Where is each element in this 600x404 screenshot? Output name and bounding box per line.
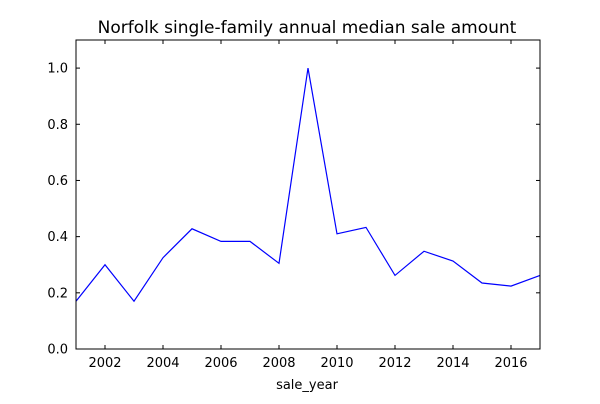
data-point (219, 239, 223, 243)
x-tick-label: 2014 (436, 356, 469, 371)
y-tick-label: 0.0 (47, 343, 68, 358)
data-point (248, 239, 252, 243)
data-point (132, 299, 136, 303)
data-point (364, 225, 368, 229)
y-tick-label: 1.0 (47, 62, 68, 77)
y-tick-label: 0.6 (47, 174, 68, 189)
x-tick-label: 2010 (320, 356, 353, 371)
plot-area (75, 66, 541, 303)
data-point (480, 281, 484, 285)
x-tick-label: 2004 (146, 356, 179, 371)
chart-title: Norfolk single-family annual median sale… (98, 18, 517, 38)
data-point (161, 256, 165, 260)
data-point (335, 232, 339, 236)
data-point (277, 261, 281, 265)
data-point (103, 263, 107, 267)
data-point (393, 273, 397, 277)
data-point (422, 249, 426, 253)
x-tick-label: 2006 (204, 356, 237, 371)
x-tick-label: 2002 (88, 356, 121, 371)
plot-frame (75, 39, 541, 350)
series-line-0 (75, 67, 541, 303)
axes: 2002 2004 2006 2008 2010 2012 2014 2016 0.0 0.2 0.… (47, 39, 541, 371)
x-tick-label: 2008 (262, 356, 295, 371)
x-axis-label: sale_year (276, 378, 339, 393)
x-tick-label: 2012 (378, 356, 411, 371)
y-tick-label: 0.2 (47, 286, 68, 301)
x-tick-label: 2016 (494, 356, 527, 371)
data-point (509, 284, 513, 288)
data-point (190, 227, 194, 231)
y-tick-label: 0.4 (47, 230, 68, 245)
data-point (451, 259, 455, 263)
y-tick-label: 0.8 (47, 118, 68, 133)
data-point (306, 66, 310, 70)
